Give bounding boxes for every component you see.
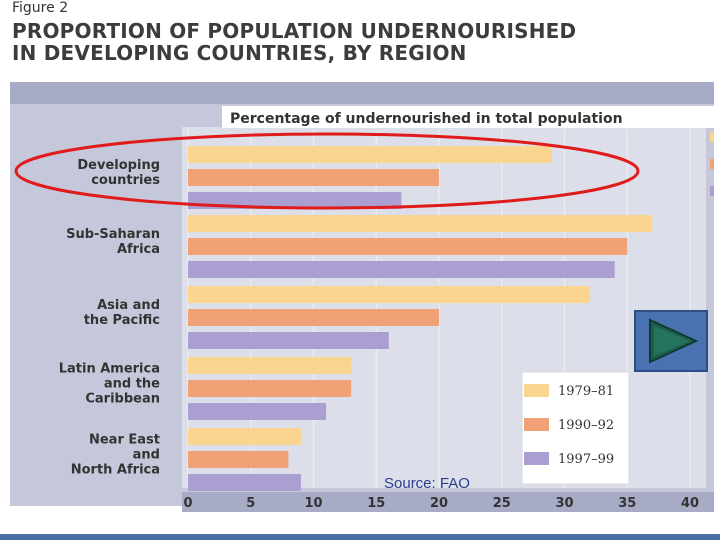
legend-label: 1990–92 (558, 418, 614, 433)
figure-title-line-1: PROPORTION OF POPULATION UNDERNOURISHED (12, 19, 577, 43)
bar (188, 146, 552, 163)
bar (188, 286, 590, 303)
bar (188, 380, 352, 397)
legend-label: 1997–99 (558, 452, 614, 467)
bar (188, 238, 628, 255)
legend-swatch (524, 384, 549, 397)
next-slide-button[interactable] (634, 310, 708, 372)
category-label: North Africa (71, 463, 160, 478)
x-tick-label: 35 (618, 496, 636, 511)
figure-label: Figure 2 (12, 0, 69, 16)
x-tick-label: 0 (183, 496, 192, 511)
chart-title-box (222, 106, 714, 128)
chart-panel: Percentage of undernourished in total po… (10, 82, 718, 512)
legend-label: 1979–81 (558, 384, 614, 399)
x-tick-label: 40 (681, 496, 699, 511)
bar (188, 169, 439, 186)
x-tick-label: 10 (304, 496, 322, 511)
legend-edge-box (708, 106, 714, 128)
category-label: Latin America (59, 362, 160, 377)
category-label: the Pacific (84, 313, 160, 328)
bar (188, 357, 352, 374)
category-label: and the (104, 377, 160, 392)
figure-title: PROPORTION OF POPULATION UNDERNOURISHED … (12, 20, 712, 64)
x-tick-label: 15 (367, 496, 385, 511)
category-label: and (133, 448, 160, 463)
x-tick-label: 30 (555, 496, 573, 511)
x-tick-label: 25 (493, 496, 511, 511)
category-label: Developing (77, 158, 160, 173)
category-label: Caribbean (85, 392, 160, 407)
slide-bottom-strip (0, 534, 720, 540)
bar (188, 215, 653, 232)
category-label: Near East (89, 433, 160, 448)
category-label: countries (91, 173, 160, 188)
bar (188, 428, 301, 445)
source-text: Source: FAO (384, 475, 470, 492)
chart-title: Percentage of undernourished in total po… (230, 111, 623, 127)
legend-edge-swatch (710, 132, 718, 142)
x-axis-band (182, 492, 714, 512)
highlight-ellipse (14, 132, 640, 210)
bar (188, 451, 289, 468)
category-label: Sub-Saharan (66, 227, 160, 242)
chart-header-band (10, 82, 714, 104)
legend-edge-swatch (710, 159, 718, 169)
category-label: Africa (117, 242, 160, 257)
category-label: Asia and (97, 298, 160, 313)
bar (188, 261, 615, 278)
legend-swatch (524, 452, 549, 465)
legend-edge-swatch (710, 186, 718, 196)
play-icon (649, 318, 699, 364)
bar (188, 192, 402, 209)
figure-title-line-2: IN DEVELOPING COUNTRIES, BY REGION (12, 41, 467, 65)
bar (188, 309, 439, 326)
bar-chart: Percentage of undernourished in total po… (10, 82, 718, 512)
legend-swatch (524, 418, 549, 431)
bar (188, 332, 389, 349)
bar (188, 474, 301, 491)
bar (188, 403, 327, 420)
x-tick-label: 5 (246, 496, 255, 511)
x-tick-label: 20 (430, 496, 448, 511)
